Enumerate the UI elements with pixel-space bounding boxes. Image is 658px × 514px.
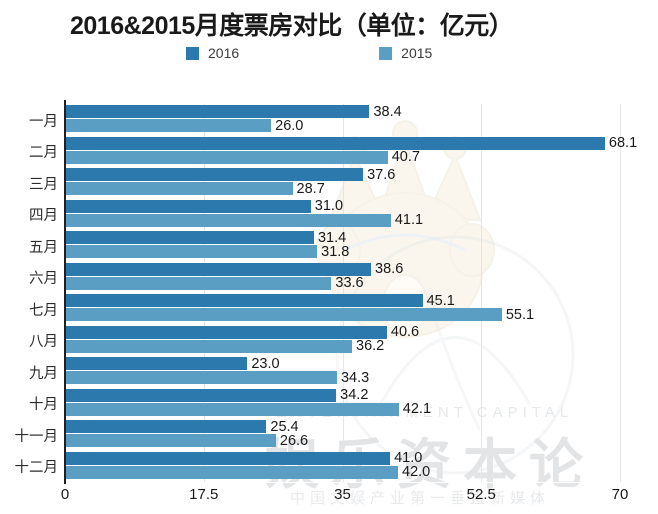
bar-value-label: 25.4 xyxy=(270,418,299,435)
bar-value-label: 38.6 xyxy=(375,261,404,277)
y-axis-label-二月: 二月 xyxy=(29,145,58,162)
bar-2016-二月[interactable]: 68.1 xyxy=(65,135,637,151)
bar-2015-六月[interactable]: 33.6 xyxy=(65,275,364,291)
bar-2015-九月[interactable]: 34.3 xyxy=(65,370,369,386)
chart-legend: 2016 2015 xyxy=(186,43,432,63)
bar-2015-七月[interactable]: 55.1 xyxy=(65,307,534,323)
bar-2016-七月[interactable]: 45.1 xyxy=(65,293,455,309)
bar-group: 38.4 26.0 xyxy=(65,104,620,136)
bar-2016-一月[interactable]: 38.4 xyxy=(65,104,402,120)
bar-2015-四月[interactable]: 41.1 xyxy=(65,212,423,228)
plot-area: 38.4 26.0 68.1 40.7 37.6 28.7 31.0 41.1 31.4 31.8… xyxy=(65,104,637,483)
bar-value-label: 40.6 xyxy=(390,324,420,340)
bar-value-label: 55.1 xyxy=(505,306,535,323)
y-axis-label-一月: 一月 xyxy=(29,113,58,130)
bar-2015-十一月[interactable]: 26.6 xyxy=(65,433,308,449)
x-axis-tick-70: 70 xyxy=(611,486,629,503)
bar-2015-八月[interactable]: 36.2 xyxy=(65,338,384,354)
bar-value-label: 26.0 xyxy=(275,117,304,134)
bar-value-label: 68.1 xyxy=(608,135,638,151)
bar-2015-十月[interactable]: 42.1 xyxy=(65,401,431,417)
bar-value-label: 40.7 xyxy=(391,149,420,165)
bar-2015-三月[interactable]: 28.7 xyxy=(65,181,325,197)
bar-2016-三月[interactable]: 37.6 xyxy=(65,167,395,183)
y-axis-label-十月: 十月 xyxy=(29,397,58,414)
bar-value-label: 38.4 xyxy=(373,103,402,120)
bar-value-label: 33.6 xyxy=(335,275,364,291)
chart-title: 2016&2015月度票房对比（单位：亿元） xyxy=(70,12,514,40)
y-axis-label-五月: 五月 xyxy=(29,239,58,256)
bar-value-label: 42.1 xyxy=(402,401,432,417)
gridline xyxy=(203,104,205,482)
bar-group: 23.0 34.3 xyxy=(65,356,620,388)
bar-value-label: 34.3 xyxy=(340,369,370,386)
bar-value-label: 41.1 xyxy=(394,212,424,228)
bar-group: 25.4 26.6 xyxy=(65,419,620,451)
legend-swatch-2015 xyxy=(379,46,393,60)
bar-group: 41.0 42.0 xyxy=(65,450,620,483)
bar-group: 34.2 42.1 xyxy=(65,387,620,420)
x-axis-line xyxy=(65,482,621,483)
bar-2016-十月[interactable]: 34.2 xyxy=(65,387,368,403)
bar-2015-五月[interactable]: 31.8 xyxy=(65,244,349,260)
bar-2016-四月[interactable]: 31.0 xyxy=(65,198,343,214)
y-axis-label-四月: 四月 xyxy=(29,208,58,225)
bar-group: 37.6 28.7 xyxy=(65,167,620,199)
legend-item-2015[interactable]: 2015 xyxy=(379,45,432,61)
bar-value-label: 45.1 xyxy=(426,292,455,309)
bar-2015-十二月[interactable]: 42.0 xyxy=(65,464,430,480)
bar-group: 31.0 41.1 xyxy=(65,198,620,231)
x-axis-tick-52.5: 52.5 xyxy=(466,486,496,503)
x-axis-tick-17.5: 17.5 xyxy=(189,486,219,503)
bar-2016-十二月[interactable]: 41.0 xyxy=(65,450,422,466)
x-axis-tick-35: 35 xyxy=(334,486,351,503)
bar-value-label: 23.0 xyxy=(251,355,280,372)
bar-2016-九月[interactable]: 23.0 xyxy=(65,356,280,372)
bar-group: 68.1 40.7 xyxy=(65,135,637,168)
y-axis-label-七月: 七月 xyxy=(29,302,58,319)
bar-group: 45.1 55.1 xyxy=(65,293,620,325)
y-axis-label-六月: 六月 xyxy=(29,271,58,288)
bar-group: 40.6 36.2 xyxy=(65,324,620,357)
y-axis-label-十二月: 十二月 xyxy=(14,460,59,477)
bar-value-label: 31.8 xyxy=(321,243,350,260)
bar-value-label: 42.0 xyxy=(402,464,431,480)
bar-group: 38.6 33.6 xyxy=(65,261,620,294)
x-axis-tick-0: 0 xyxy=(60,486,70,503)
bar-2016-五月[interactable]: 31.4 xyxy=(65,230,346,246)
legend-swatch-2016 xyxy=(186,46,199,60)
legend-item-2016[interactable]: 2016 xyxy=(186,45,239,61)
bar-2015-二月[interactable]: 40.7 xyxy=(65,149,420,165)
y-axis-label-八月: 八月 xyxy=(29,334,58,351)
bar-value-label: 28.7 xyxy=(296,180,325,197)
bar-value-label: 26.6 xyxy=(279,432,309,449)
bar-2015-一月[interactable]: 26.0 xyxy=(65,118,303,134)
y-axis-line xyxy=(64,100,66,484)
bar-value-label: 41.0 xyxy=(394,450,423,466)
legend-label-2015: 2015 xyxy=(401,45,433,61)
bar-2016-八月[interactable]: 40.6 xyxy=(65,324,419,340)
bar-2016-六月[interactable]: 38.6 xyxy=(65,261,403,277)
bar-value-label: 36.2 xyxy=(356,338,385,354)
x-axis-labels: 0 17.5 35 52.5 70 xyxy=(0,486,658,510)
y-axis-labels: 一月二月三月四月五月六月七月八月九月十月十一月十二月 xyxy=(0,104,59,482)
y-axis-label-十一月: 十一月 xyxy=(14,428,59,445)
legend-label-2016: 2016 xyxy=(208,45,240,61)
gridline xyxy=(620,104,621,482)
bar-value-label: 31.0 xyxy=(314,198,344,214)
bar-value-label: 34.2 xyxy=(340,387,369,403)
bar-group: 31.4 31.8 xyxy=(65,230,620,262)
y-axis-label-三月: 三月 xyxy=(29,176,58,193)
bar-value-label: 37.6 xyxy=(367,166,396,183)
y-axis-label-九月: 九月 xyxy=(29,365,58,382)
bar-2016-十一月[interactable]: 25.4 xyxy=(65,419,299,435)
